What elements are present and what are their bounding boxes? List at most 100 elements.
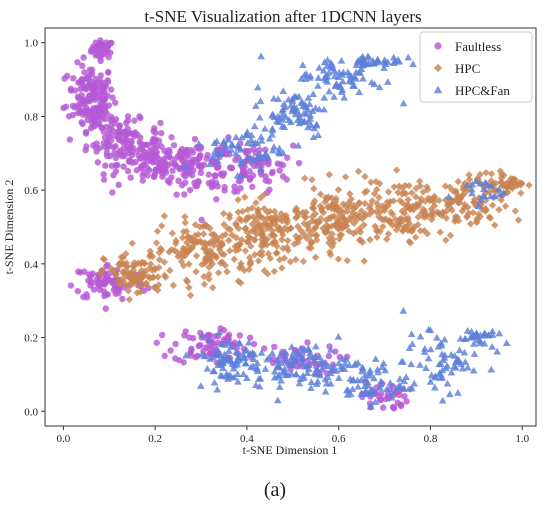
data-point [233,142,242,149]
data-point [375,193,383,202]
data-point [488,201,497,209]
data-point [400,377,409,385]
data-point [271,218,279,226]
data-point [274,118,283,125]
data-point [284,236,292,245]
data-point [402,215,410,223]
data-point [496,190,504,198]
data-point [442,236,450,244]
data-point [124,269,133,277]
data-point [149,273,157,281]
data-point [334,255,343,263]
data-point [359,74,367,82]
data-point [85,277,92,284]
data-point [340,365,349,372]
data-point [280,254,289,262]
data-point [404,196,412,204]
y-tick-label: 0.2 [24,333,38,345]
data-point [96,43,104,50]
data-point [139,177,146,184]
data-point [159,158,167,165]
data-point [298,208,307,217]
data-point [103,152,111,160]
data-point [158,163,165,171]
data-point [181,218,189,227]
data-point [299,118,308,126]
data-point [136,275,144,284]
data-point [376,384,385,391]
data-point [389,53,398,61]
data-point [345,227,353,235]
data-point [120,144,128,151]
data-point [270,238,278,246]
data-point [495,329,504,337]
data-point [405,344,414,351]
data-point [374,203,383,212]
data-point [273,242,281,250]
data-point [138,258,146,266]
data-point [426,326,435,334]
data-point [198,239,206,247]
data-point [60,104,67,112]
data-point [136,288,145,296]
data-point [122,281,130,289]
data-point [108,117,115,125]
x-tick-label: 1.0 [515,433,529,445]
data-point [205,160,214,168]
data-point [470,350,479,357]
data-point [443,379,452,387]
data-point [187,236,195,244]
data-point [326,248,334,256]
data-point [371,355,380,362]
data-point [451,217,459,225]
data-point [110,172,117,179]
data-point [371,398,380,405]
data-point [74,109,82,117]
data-point [122,250,130,258]
data-point [525,181,533,189]
data-point [206,255,214,263]
data-point [213,385,222,393]
data-point [179,261,188,270]
x-tick-label: 0.4 [240,433,254,445]
data-point [469,366,478,374]
data-point [343,256,351,265]
data-point [260,190,269,199]
data-point [234,277,243,285]
data-point [233,172,242,179]
data-point [399,99,408,107]
data-point [225,211,234,219]
data-point [307,378,316,386]
data-point [399,227,407,235]
data-point [249,183,256,191]
data-point [107,49,114,56]
data-point [311,342,320,350]
data-point [318,204,326,212]
data-point [215,242,223,251]
data-point [334,374,343,381]
data-point [378,363,387,371]
data-point [364,59,373,67]
data-point [368,57,377,64]
data-point [175,177,182,185]
data-point [125,295,134,304]
data-point [489,181,497,189]
data-point [192,267,200,276]
data-point [302,213,310,221]
data-point [327,204,336,213]
data-point [438,208,447,216]
data-point [181,251,189,260]
y-tick-label: 0.6 [24,185,38,197]
legend-label: HPC&Fan [455,83,510,98]
data-point [299,257,308,266]
data-point [328,230,336,238]
data-point [224,135,233,143]
data-point [174,252,182,261]
data-point [408,189,416,197]
data-point [173,191,180,198]
data-point [191,221,200,229]
data-point [495,205,503,214]
data-point [254,375,263,382]
data-point [263,241,271,249]
